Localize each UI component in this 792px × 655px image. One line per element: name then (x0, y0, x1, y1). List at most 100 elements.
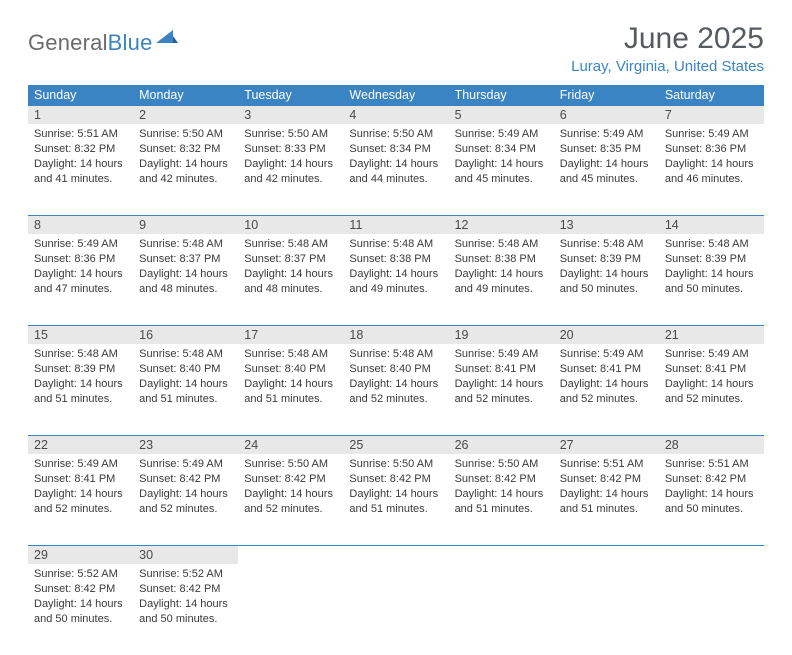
day-details: Sunrise: 5:49 AMSunset: 8:41 PMDaylight:… (449, 344, 554, 410)
day-number: 6 (554, 106, 659, 125)
day-cell: Sunrise: 5:48 AMSunset: 8:40 PMDaylight:… (238, 344, 343, 436)
day-number: 14 (659, 216, 764, 235)
day-cell: Sunrise: 5:49 AMSunset: 8:41 PMDaylight:… (28, 454, 133, 546)
day-number: 8 (28, 216, 133, 235)
triangle-icon (156, 28, 178, 49)
day-details: Sunrise: 5:49 AMSunset: 8:42 PMDaylight:… (133, 454, 238, 520)
day-cell (554, 564, 659, 655)
day-number (554, 546, 659, 565)
day-details: Sunrise: 5:51 AMSunset: 8:42 PMDaylight:… (659, 454, 764, 520)
day-number: 16 (133, 326, 238, 345)
day-details: Sunrise: 5:48 AMSunset: 8:40 PMDaylight:… (343, 344, 448, 410)
weekday-header: Sunday (28, 85, 133, 106)
day-cell: Sunrise: 5:50 AMSunset: 8:42 PMDaylight:… (238, 454, 343, 546)
weekday-header-row: Sunday Monday Tuesday Wednesday Thursday… (28, 85, 764, 106)
day-details: Sunrise: 5:49 AMSunset: 8:35 PMDaylight:… (554, 124, 659, 190)
day-number: 10 (238, 216, 343, 235)
day-details: Sunrise: 5:48 AMSunset: 8:39 PMDaylight:… (554, 234, 659, 300)
weekday-header: Tuesday (238, 85, 343, 106)
day-content-row: Sunrise: 5:51 AMSunset: 8:32 PMDaylight:… (28, 124, 764, 216)
day-details: Sunrise: 5:49 AMSunset: 8:41 PMDaylight:… (28, 454, 133, 520)
day-details: Sunrise: 5:48 AMSunset: 8:37 PMDaylight:… (238, 234, 343, 300)
day-cell: Sunrise: 5:51 AMSunset: 8:42 PMDaylight:… (659, 454, 764, 546)
day-number (343, 546, 448, 565)
day-number: 11 (343, 216, 448, 235)
day-cell: Sunrise: 5:49 AMSunset: 8:34 PMDaylight:… (449, 124, 554, 216)
day-cell: Sunrise: 5:48 AMSunset: 8:40 PMDaylight:… (343, 344, 448, 436)
day-number: 15 (28, 326, 133, 345)
day-cell: Sunrise: 5:48 AMSunset: 8:39 PMDaylight:… (659, 234, 764, 326)
header: GeneralBlue June 2025 Luray, Virginia, U… (28, 22, 764, 75)
day-content-row: Sunrise: 5:48 AMSunset: 8:39 PMDaylight:… (28, 344, 764, 436)
page-title: June 2025 (571, 22, 764, 56)
day-number: 3 (238, 106, 343, 125)
day-details: Sunrise: 5:49 AMSunset: 8:41 PMDaylight:… (659, 344, 764, 410)
day-number-row: 22232425262728 (28, 436, 764, 455)
day-cell (238, 564, 343, 655)
day-cell: Sunrise: 5:48 AMSunset: 8:38 PMDaylight:… (449, 234, 554, 326)
day-details: Sunrise: 5:51 AMSunset: 8:42 PMDaylight:… (554, 454, 659, 520)
day-cell (659, 564, 764, 655)
logo-word2: Blue (108, 30, 153, 55)
day-cell (449, 564, 554, 655)
day-cell: Sunrise: 5:51 AMSunset: 8:32 PMDaylight:… (28, 124, 133, 216)
day-number: 26 (449, 436, 554, 455)
day-details: Sunrise: 5:50 AMSunset: 8:42 PMDaylight:… (238, 454, 343, 520)
day-number-row: 891011121314 (28, 216, 764, 235)
day-number: 30 (133, 546, 238, 565)
day-cell: Sunrise: 5:49 AMSunset: 8:36 PMDaylight:… (659, 124, 764, 216)
day-cell: Sunrise: 5:50 AMSunset: 8:42 PMDaylight:… (449, 454, 554, 546)
day-cell: Sunrise: 5:48 AMSunset: 8:39 PMDaylight:… (554, 234, 659, 326)
day-cell: Sunrise: 5:50 AMSunset: 8:34 PMDaylight:… (343, 124, 448, 216)
day-details: Sunrise: 5:48 AMSunset: 8:37 PMDaylight:… (133, 234, 238, 300)
day-number: 28 (659, 436, 764, 455)
weekday-header: Saturday (659, 85, 764, 106)
day-details: Sunrise: 5:50 AMSunset: 8:34 PMDaylight:… (343, 124, 448, 190)
day-cell: Sunrise: 5:49 AMSunset: 8:41 PMDaylight:… (554, 344, 659, 436)
day-number: 23 (133, 436, 238, 455)
day-details: Sunrise: 5:49 AMSunset: 8:36 PMDaylight:… (28, 234, 133, 300)
day-number: 1 (28, 106, 133, 125)
day-details: Sunrise: 5:50 AMSunset: 8:33 PMDaylight:… (238, 124, 343, 190)
day-cell: Sunrise: 5:50 AMSunset: 8:32 PMDaylight:… (133, 124, 238, 216)
day-number: 17 (238, 326, 343, 345)
day-cell: Sunrise: 5:49 AMSunset: 8:42 PMDaylight:… (133, 454, 238, 546)
day-number: 7 (659, 106, 764, 125)
day-number: 13 (554, 216, 659, 235)
day-content-row: Sunrise: 5:52 AMSunset: 8:42 PMDaylight:… (28, 564, 764, 655)
logo: GeneralBlue (28, 28, 178, 57)
day-number: 20 (554, 326, 659, 345)
day-cell: Sunrise: 5:48 AMSunset: 8:38 PMDaylight:… (343, 234, 448, 326)
day-cell: Sunrise: 5:48 AMSunset: 8:39 PMDaylight:… (28, 344, 133, 436)
day-content-row: Sunrise: 5:49 AMSunset: 8:36 PMDaylight:… (28, 234, 764, 326)
weekday-header: Monday (133, 85, 238, 106)
day-number: 5 (449, 106, 554, 125)
day-details: Sunrise: 5:49 AMSunset: 8:41 PMDaylight:… (554, 344, 659, 410)
day-details: Sunrise: 5:52 AMSunset: 8:42 PMDaylight:… (133, 564, 238, 630)
day-number: 4 (343, 106, 448, 125)
day-number: 29 (28, 546, 133, 565)
day-details: Sunrise: 5:49 AMSunset: 8:34 PMDaylight:… (449, 124, 554, 190)
day-details: Sunrise: 5:48 AMSunset: 8:39 PMDaylight:… (659, 234, 764, 300)
day-number: 27 (554, 436, 659, 455)
day-number-row: 2930 (28, 546, 764, 565)
weekday-header: Friday (554, 85, 659, 106)
day-number: 2 (133, 106, 238, 125)
day-cell: Sunrise: 5:51 AMSunset: 8:42 PMDaylight:… (554, 454, 659, 546)
title-block: June 2025 Luray, Virginia, United States (571, 22, 764, 75)
page-subtitle: Luray, Virginia, United States (571, 58, 764, 75)
weekday-header: Thursday (449, 85, 554, 106)
day-number (449, 546, 554, 565)
day-cell: Sunrise: 5:49 AMSunset: 8:35 PMDaylight:… (554, 124, 659, 216)
weekday-header: Wednesday (343, 85, 448, 106)
day-number: 12 (449, 216, 554, 235)
day-details: Sunrise: 5:51 AMSunset: 8:32 PMDaylight:… (28, 124, 133, 190)
day-cell: Sunrise: 5:49 AMSunset: 8:36 PMDaylight:… (28, 234, 133, 326)
day-number: 24 (238, 436, 343, 455)
day-cell: Sunrise: 5:48 AMSunset: 8:37 PMDaylight:… (133, 234, 238, 326)
logo-text: GeneralBlue (28, 30, 153, 56)
day-number (238, 546, 343, 565)
day-details: Sunrise: 5:48 AMSunset: 8:40 PMDaylight:… (133, 344, 238, 410)
day-number (659, 546, 764, 565)
day-content-row: Sunrise: 5:49 AMSunset: 8:41 PMDaylight:… (28, 454, 764, 546)
